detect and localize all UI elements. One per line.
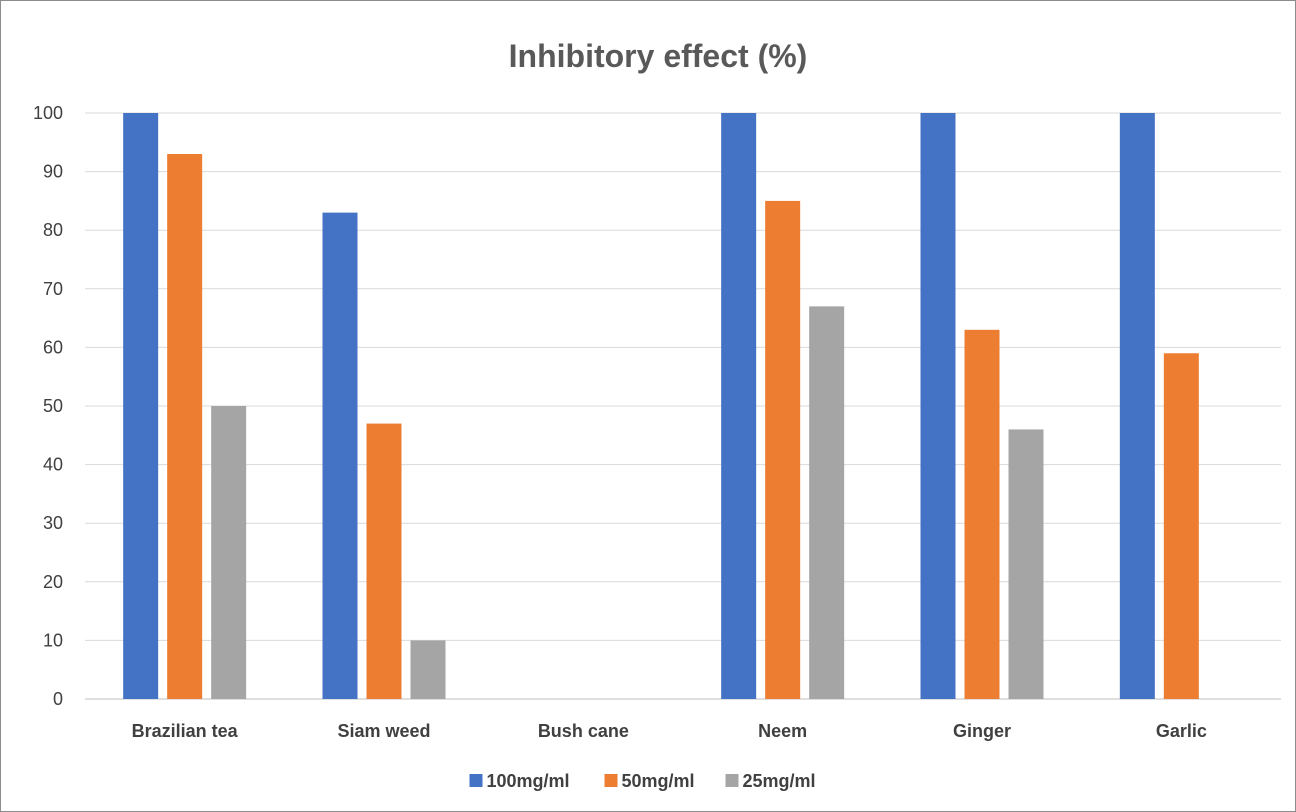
bar-100mg-ml-garlic: [1119, 113, 1155, 699]
y-tick-label: 10: [43, 630, 63, 650]
y-tick-label: 50: [43, 396, 63, 416]
bar-100mg-ml-neem: [721, 113, 757, 699]
y-tick-label: 60: [43, 337, 63, 357]
y-tick-label: 80: [43, 220, 63, 240]
legend-label: 25mg/ml: [743, 771, 816, 791]
legend: 100mg/ml 50mg/ml 25mg/ml: [469, 771, 816, 791]
bar-50mg-ml-garlic: [1163, 353, 1199, 699]
x-tick-label: Garlic: [1156, 721, 1207, 741]
gridlines: [85, 112, 1281, 700]
chart-title: Inhibitory effect (%): [509, 38, 808, 74]
bar-50mg-ml-brazilian-tea: [167, 154, 203, 699]
bar-50mg-ml-siam-weed: [366, 423, 402, 699]
bar-25mg-ml-brazilian-tea: [211, 406, 247, 699]
x-tick-label: Bush cane: [538, 721, 629, 741]
bars: [123, 113, 1199, 699]
bar-25mg-ml-siam-weed: [410, 640, 446, 699]
legend-swatch: [469, 774, 483, 787]
bar-25mg-ml-ginger: [1008, 429, 1044, 699]
bar-100mg-ml-ginger: [920, 113, 956, 699]
y-tick-label: 30: [43, 513, 63, 533]
bar-100mg-ml-siam-weed: [322, 212, 358, 699]
y-tick-label: 100: [33, 103, 63, 123]
bar-50mg-ml-neem: [765, 200, 801, 699]
bar-100mg-ml-brazilian-tea: [123, 113, 159, 699]
y-tick-label: 40: [43, 455, 63, 475]
bar-50mg-ml-ginger: [964, 329, 1000, 699]
legend-swatch: [725, 774, 739, 787]
x-tick-label: Brazilian tea: [132, 721, 239, 741]
y-axis-ticks: 0 10 20 30 40 50 60 70 80 90 100: [33, 103, 63, 709]
y-tick-label: 20: [43, 572, 63, 592]
bar-25mg-ml-neem: [809, 306, 845, 699]
x-axis-ticks: Brazilian tea Siam weed Bush cane Neem Ginge…: [132, 721, 1207, 741]
legend-label: 100mg/ml: [487, 771, 570, 791]
x-tick-label: Siam weed: [337, 721, 430, 741]
y-tick-label: 0: [53, 689, 63, 709]
y-tick-label: 70: [43, 279, 63, 299]
y-tick-label: 90: [43, 162, 63, 182]
legend-label: 50mg/ml: [622, 771, 695, 791]
x-tick-label: Neem: [758, 721, 807, 741]
legend-swatch: [604, 774, 618, 787]
x-tick-label: Ginger: [953, 721, 1011, 741]
